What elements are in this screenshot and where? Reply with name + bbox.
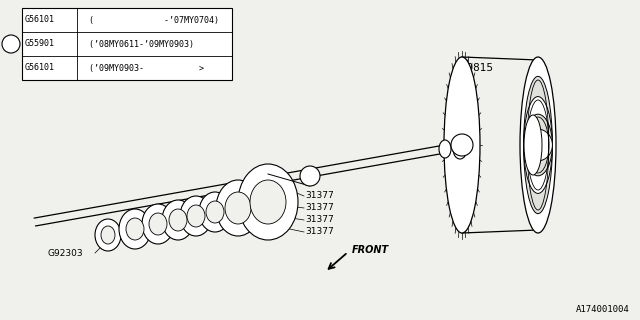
Ellipse shape bbox=[238, 164, 298, 240]
Ellipse shape bbox=[206, 201, 224, 223]
Ellipse shape bbox=[439, 140, 451, 158]
Text: 1: 1 bbox=[8, 39, 14, 49]
Ellipse shape bbox=[524, 115, 542, 175]
Ellipse shape bbox=[524, 114, 552, 176]
Ellipse shape bbox=[524, 129, 552, 161]
Ellipse shape bbox=[126, 218, 144, 240]
Text: 31377: 31377 bbox=[305, 215, 333, 225]
Ellipse shape bbox=[187, 205, 205, 227]
Text: G56101: G56101 bbox=[25, 15, 55, 25]
Ellipse shape bbox=[524, 97, 552, 193]
Ellipse shape bbox=[95, 219, 121, 251]
Text: G92303: G92303 bbox=[48, 249, 84, 258]
Ellipse shape bbox=[142, 204, 174, 244]
Circle shape bbox=[300, 166, 320, 186]
Text: (’09MY0903-           >: (’09MY0903- > bbox=[79, 63, 204, 73]
Ellipse shape bbox=[199, 192, 231, 232]
Ellipse shape bbox=[453, 139, 467, 159]
Text: 31377: 31377 bbox=[305, 191, 333, 201]
Text: 1: 1 bbox=[307, 171, 313, 181]
Text: (              -’07MY0704): ( -’07MY0704) bbox=[79, 15, 219, 25]
Text: FRONT: FRONT bbox=[352, 245, 389, 255]
Text: 31377: 31377 bbox=[305, 204, 333, 212]
Text: (’08MY0611-’09MY0903): (’08MY0611-’09MY0903) bbox=[79, 39, 194, 49]
Bar bbox=[22, 8, 232, 80]
Ellipse shape bbox=[451, 134, 473, 156]
Ellipse shape bbox=[216, 180, 260, 236]
Ellipse shape bbox=[520, 57, 556, 233]
Text: G55901: G55901 bbox=[25, 39, 55, 49]
Ellipse shape bbox=[169, 209, 187, 231]
Text: A174001004: A174001004 bbox=[576, 306, 630, 315]
Text: G56101: G56101 bbox=[25, 63, 55, 73]
Ellipse shape bbox=[119, 209, 151, 249]
Ellipse shape bbox=[444, 57, 480, 233]
Text: 30815: 30815 bbox=[460, 63, 493, 73]
Ellipse shape bbox=[101, 226, 115, 244]
Circle shape bbox=[2, 35, 20, 53]
Ellipse shape bbox=[180, 196, 212, 236]
Ellipse shape bbox=[250, 180, 286, 224]
Ellipse shape bbox=[149, 213, 167, 235]
Ellipse shape bbox=[524, 76, 552, 214]
Ellipse shape bbox=[225, 192, 251, 224]
Text: 31377: 31377 bbox=[305, 228, 333, 236]
Ellipse shape bbox=[162, 200, 194, 240]
